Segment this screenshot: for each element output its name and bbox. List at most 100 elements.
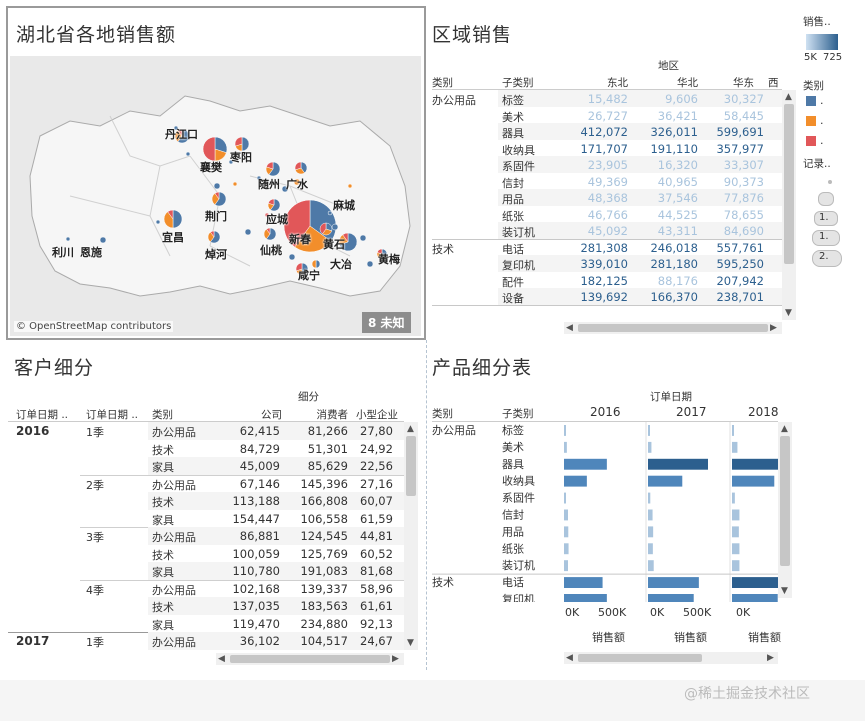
product-bar[interactable] [564,492,566,504]
product-bar[interactable] [648,492,651,504]
map-pie-slice[interactable] [294,225,332,253]
customer-year[interactable]: 2017 [16,634,50,648]
customer-value[interactable]: 81,266 [307,424,348,438]
region-value[interactable]: 58,445 [723,108,764,123]
region-value[interactable]: 9,606 [665,92,698,106]
map-pie-slice[interactable] [210,230,215,238]
map-pie-slice[interactable] [295,262,303,272]
region-value[interactable]: 182,125 [580,273,628,288]
region-value[interactable]: 78,655 [723,207,764,222]
region-value[interactable]: 166,370 [650,290,698,304]
map-pie-slice[interactable] [366,260,374,268]
product-bar[interactable] [732,492,735,504]
map-pie-slice[interactable] [256,175,262,181]
product-bar[interactable] [648,509,653,521]
product-year-header[interactable]: 2017 [676,405,707,419]
customer-value[interactable]: 110,780 [232,564,280,578]
product-year-header[interactable]: 2016 [590,405,621,419]
region-subcategory[interactable]: 纸张 [502,209,524,223]
product-bar[interactable] [648,560,654,572]
scroll-right-icon[interactable]: ▶ [770,323,777,333]
region-subcategory[interactable]: 复印机 [502,259,535,272]
product-subcategory[interactable]: 复印机 [502,592,535,602]
map-pie-slice[interactable] [210,230,221,244]
map-pie-slice[interactable] [266,161,274,170]
region-value[interactable]: 15,482 [587,92,628,106]
customer-value[interactable]: 58,96 [360,581,393,596]
customer-value[interactable]: 104,517 [300,634,348,648]
category-legend-title[interactable]: 类别 [803,80,824,92]
map-pie-slice[interactable] [177,128,190,144]
customer-category[interactable]: 办公用品 [152,478,196,492]
region-vscroll[interactable]: ▲ ▼ [782,90,796,320]
scroll-down-icon[interactable]: ▼ [781,586,788,596]
region-value[interactable]: 339,010 [580,257,628,271]
region-value[interactable]: 326,011 [650,125,698,139]
region-category[interactable]: 技术 [432,242,454,256]
region-value[interactable]: 207,942 [716,273,764,288]
product-subcategory[interactable]: 美术 [502,441,524,454]
product-bar[interactable] [732,594,778,602]
map-pie-slice[interactable] [185,151,191,157]
region-value[interactable]: 49,369 [587,174,628,189]
scroll-thumb[interactable] [578,654,702,662]
customer-category[interactable]: 办公用品 [152,426,196,439]
customer-value[interactable]: 84,729 [239,441,280,456]
map-attribution[interactable]: © OpenStreetMap contributors [14,321,174,332]
customer-value[interactable]: 234,880 [300,616,348,631]
region-subcategory[interactable]: 器具 [502,127,524,140]
map-pie-slice[interactable] [381,248,388,260]
map-pie-slice[interactable] [167,209,174,220]
scroll-thumb[interactable] [230,655,390,663]
scroll-up-icon[interactable]: ▲ [781,424,788,434]
customer-value[interactable]: 60,07 [360,494,393,508]
product-bar[interactable] [564,475,587,487]
customer-value[interactable]: 81,68 [360,564,393,578]
customer-hscroll[interactable]: ◀ ▶ [216,653,404,665]
region-value[interactable]: 90,373 [723,174,764,189]
product-hscroll[interactable]: ◀ ▶ [564,652,778,664]
customer-value[interactable]: 106,558 [300,511,348,526]
customer-value[interactable]: 124,545 [300,529,348,543]
customer-header-date2[interactable]: 订单日期 .. [86,409,139,421]
region-subcategory[interactable]: 标签 [502,94,524,107]
record-legend-title[interactable]: 记录.. [803,158,831,170]
map-pie-slice[interactable] [359,234,367,242]
product-header-category[interactable]: 类别 [432,408,453,420]
region-value[interactable]: 357,977 [716,141,764,156]
product-bar[interactable] [648,526,654,538]
map-pie-slice[interactable] [347,183,353,189]
map-pie-slice[interactable] [319,222,327,235]
region-subcategory[interactable]: 信封 [502,176,524,190]
region-value[interactable]: 412,072 [580,125,628,139]
customer-vscroll[interactable]: ▲ ▼ [404,422,418,650]
map-pie-slice[interactable] [267,198,275,206]
region-col-header[interactable]: 华北 [677,77,698,89]
customer-header-category[interactable]: 类别 [152,409,173,421]
customer-value[interactable]: 92,13 [360,616,393,631]
product-bar[interactable] [564,560,568,572]
customer-col-header[interactable]: 公司 [261,409,282,421]
map-pie-slice[interactable] [264,212,270,218]
product-bar[interactable] [732,577,778,588]
region-col-header[interactable]: 东北 [607,77,628,89]
customer-value[interactable]: 154,447 [232,511,280,526]
customer-category[interactable]: 技术 [152,443,174,457]
region-value[interactable]: 37,546 [657,191,698,205]
customer-category[interactable]: 家具 [152,513,174,527]
customer-value[interactable]: 166,808 [300,494,348,508]
product-bar[interactable] [564,577,603,588]
scroll-up-icon[interactable]: ▲ [407,424,414,434]
region-subcategory[interactable]: 配件 [502,275,524,289]
product-bar[interactable] [564,441,567,453]
map-pie-slice[interactable] [283,199,311,248]
map-pie-slice[interactable] [234,136,243,147]
region-value[interactable]: 46,766 [587,207,628,222]
product-bar[interactable] [732,475,775,487]
customer-col-header[interactable]: 消费者 [316,409,349,421]
customer-category[interactable]: 技术 [152,601,174,614]
customer-value[interactable]: 27,80 [360,424,393,438]
region-value[interactable]: 84,690 [723,224,764,238]
map-pie-slice[interactable] [177,128,183,137]
map-pie-slice[interactable] [268,161,281,177]
